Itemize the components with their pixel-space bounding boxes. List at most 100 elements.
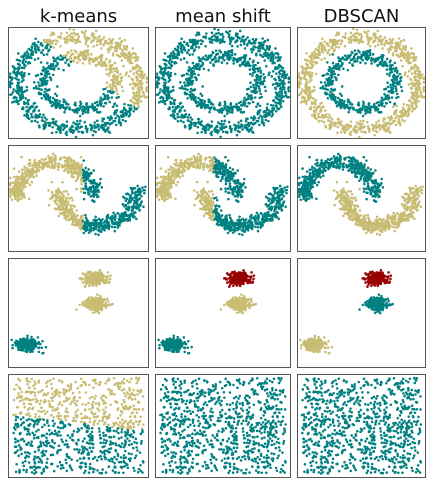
data-point	[266, 56, 270, 60]
data-point	[23, 90, 27, 93]
data-point	[164, 66, 168, 70]
data-point	[74, 172, 78, 175]
data-point	[281, 85, 285, 89]
data-point	[325, 77, 329, 81]
data-point	[401, 106, 405, 110]
data-point	[179, 119, 183, 123]
data-point	[314, 98, 318, 102]
data-point	[117, 95, 120, 99]
data-point	[126, 201, 130, 205]
data-point	[191, 61, 195, 65]
data-point	[272, 99, 276, 102]
data-point	[11, 76, 14, 80]
data-point	[247, 130, 251, 133]
data-point	[305, 52, 308, 55]
data-point	[58, 158, 62, 161]
data-point	[40, 116, 44, 119]
data-point	[258, 123, 261, 127]
data-point	[132, 91, 135, 94]
data-point	[361, 122, 364, 126]
data-point	[107, 96, 111, 100]
data-point	[124, 119, 127, 123]
data-point	[310, 66, 314, 70]
data-point	[192, 49, 196, 53]
data-point	[39, 77, 42, 81]
data-point	[110, 96, 114, 99]
data-point	[135, 206, 138, 210]
data-point	[188, 93, 191, 97]
data-point	[37, 81, 40, 84]
data-point	[226, 159, 230, 162]
data-point	[97, 61, 100, 64]
data-point	[204, 54, 208, 57]
data-point	[110, 116, 114, 120]
data-point	[45, 53, 49, 56]
data-point	[174, 56, 178, 59]
data-point	[417, 85, 420, 89]
data-point	[57, 67, 60, 71]
data-point	[27, 176, 31, 179]
data-point	[23, 71, 26, 75]
data-point	[274, 87, 278, 90]
data-point	[48, 95, 52, 99]
data-point	[34, 114, 38, 118]
data-point	[82, 179, 86, 183]
data-point	[19, 194, 22, 197]
data-point	[82, 197, 86, 201]
data-point	[373, 104, 376, 108]
data-point	[92, 178, 96, 182]
data-point	[383, 36, 387, 39]
scatter-plot	[156, 152, 289, 237]
data-point	[210, 38, 214, 42]
data-point	[26, 162, 30, 166]
data-point	[50, 31, 54, 35]
data-point	[405, 54, 408, 57]
data-point	[57, 125, 61, 129]
data-point	[192, 98, 196, 102]
data-point	[279, 87, 282, 90]
data-point	[418, 88, 421, 91]
data-point	[413, 63, 417, 67]
data-point	[108, 68, 111, 71]
data-point	[61, 58, 64, 61]
data-point	[72, 159, 76, 163]
data-point	[113, 221, 117, 225]
data-point	[99, 58, 103, 62]
data-point	[54, 123, 58, 127]
data-point	[34, 85, 38, 88]
data-point	[332, 49, 336, 53]
data-point	[157, 198, 161, 201]
data-point	[349, 35, 353, 39]
data-point	[51, 194, 54, 198]
data-point	[252, 45, 256, 48]
data-point	[377, 100, 380, 104]
data-point	[52, 118, 55, 121]
data-point	[378, 61, 382, 64]
data-point	[84, 216, 88, 220]
data-point	[331, 93, 334, 97]
data-point	[338, 66, 341, 69]
data-point	[399, 123, 402, 127]
data-point	[15, 96, 18, 100]
data-point	[364, 61, 367, 65]
data-point	[23, 52, 27, 55]
data-point	[138, 82, 141, 85]
data-point	[266, 47, 269, 50]
data-point	[349, 54, 352, 57]
data-point	[326, 80, 330, 84]
data-point	[177, 53, 181, 56]
data-point	[276, 84, 279, 88]
data-point	[200, 106, 203, 110]
data-point	[317, 112, 320, 116]
data-point	[196, 42, 199, 45]
data-point	[131, 87, 135, 90]
data-point	[70, 196, 73, 199]
data-point	[323, 87, 326, 90]
data-point	[319, 86, 322, 90]
data-point	[135, 101, 138, 104]
data-point	[346, 128, 349, 132]
data-point	[315, 56, 319, 59]
data-point	[77, 220, 81, 224]
data-point	[56, 85, 59, 88]
data-point	[94, 215, 97, 219]
